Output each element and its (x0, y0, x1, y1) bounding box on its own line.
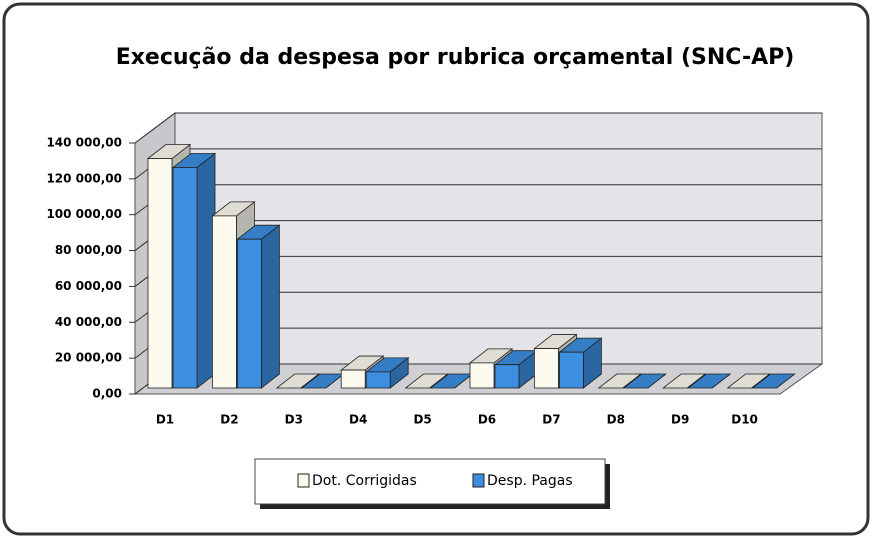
x-tick-label: D2 (220, 413, 238, 427)
legend-swatch (472, 473, 485, 488)
grid-line (134, 112, 176, 144)
bar (275, 373, 320, 389)
bar (726, 373, 771, 389)
bar-face (726, 373, 771, 389)
bar-face (559, 351, 584, 389)
bar (404, 373, 449, 389)
bar-face (365, 371, 391, 389)
y-tick-label: 0,00 (92, 387, 122, 401)
bar (597, 373, 642, 389)
bar (662, 373, 707, 389)
x-tick-label: D10 (731, 413, 758, 427)
y-tick-label: 40 000,00 (55, 315, 122, 329)
x-tick-label: D8 (607, 413, 625, 427)
y-tick-label: 100 000,00 (46, 207, 122, 221)
bar-face (597, 373, 642, 389)
y-tick-label: 140 000,00 (46, 136, 122, 150)
legend (254, 458, 606, 505)
legend-label: Dot. Corrigidas (312, 473, 417, 489)
bar (687, 373, 732, 389)
bar-face (469, 362, 495, 389)
bar-face (236, 238, 262, 389)
x-tick-label: D9 (671, 413, 689, 427)
bar-face (687, 373, 732, 389)
bar (365, 357, 410, 389)
y-tick-label: 120 000,00 (46, 171, 122, 185)
bar-face (275, 373, 320, 389)
bar-face (147, 158, 173, 389)
bar (622, 373, 667, 389)
bar (493, 349, 539, 389)
bar-face (172, 167, 198, 389)
legend-swatch (297, 473, 310, 488)
y-tick-label: 60 000,00 (55, 279, 122, 293)
x-tick-label: D5 (413, 413, 431, 427)
x-tick-label: D1 (156, 413, 174, 427)
bar-face (751, 373, 796, 389)
y-tick-label: 20 000,00 (55, 351, 122, 365)
bar-face (534, 348, 559, 389)
legend-label: Desp. Pagas (487, 473, 573, 489)
chart-title: Execução da despesa por rubrica orçament… (116, 45, 795, 70)
bar-face (260, 224, 280, 389)
x-tick-label: D7 (542, 413, 560, 427)
x-tick-label: D4 (349, 413, 367, 427)
bar-face (340, 369, 366, 389)
bar (171, 152, 217, 389)
bar (558, 337, 603, 389)
bar (751, 373, 796, 389)
bar-face (622, 373, 667, 389)
bar-face (494, 364, 520, 389)
bar-face (662, 373, 707, 389)
bar (236, 224, 281, 389)
bar-face (211, 215, 237, 389)
bar-face (404, 373, 449, 389)
x-tick-label: D6 (478, 413, 496, 427)
x-tick-label: D3 (285, 413, 303, 427)
y-tick-label: 80 000,00 (55, 243, 122, 257)
